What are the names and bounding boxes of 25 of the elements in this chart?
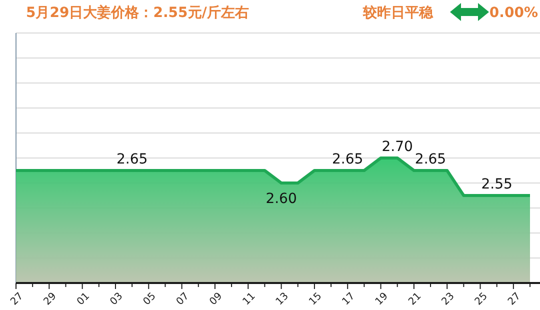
text: 0.00% <box>489 5 538 21</box>
x-tick-label: 17 <box>340 290 358 308</box>
data-label: 2.55 <box>481 176 512 192</box>
chart-title: 5月29日大姜价格：2.55元/斤左右 <box>26 4 249 21</box>
x-tick-label: 03 <box>108 290 126 308</box>
x-tick-label: 07 <box>174 290 192 308</box>
x-tick-label: 01 <box>75 290 92 308</box>
x-tick-label: 29 <box>42 290 59 308</box>
data-label: 2.65 <box>414 152 446 168</box>
x-tick-label: 11 <box>240 290 258 308</box>
chart-subtitle: 较昨日平稳 <box>362 5 434 21</box>
x-tick-label: 19 <box>374 290 390 308</box>
x-tick-label: 09 <box>208 290 225 308</box>
data-label: 2.65 <box>332 152 364 168</box>
data-label: 2.65 <box>116 152 148 168</box>
data-label: 2.70 <box>382 139 413 155</box>
x-tick-label: 27 <box>506 290 524 308</box>
x-tick-label: 27 <box>8 290 26 308</box>
x-tick-label: 25 <box>473 290 490 308</box>
x-tick-label: 13 <box>274 290 291 308</box>
x-tick-label: 05 <box>141 290 158 308</box>
x-tick-label: 21 <box>406 290 424 308</box>
x-tick-label: 15 <box>307 290 324 308</box>
data-label: 2.60 <box>266 191 297 207</box>
x-tick-label: 23 <box>440 290 457 308</box>
